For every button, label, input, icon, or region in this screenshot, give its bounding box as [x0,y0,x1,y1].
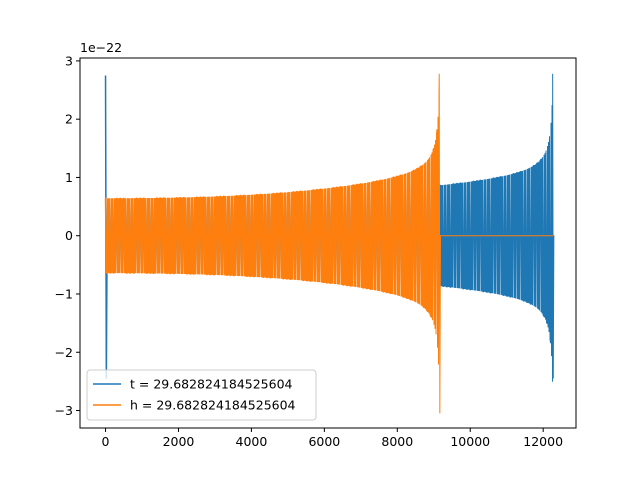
y-tick-label: −3 [55,403,73,418]
x-tick-label: 10000 [450,434,490,449]
plot-frame [79,57,577,429]
y-offset-label: 1e−22 [80,40,122,55]
y-tick-label: 2 [65,112,73,127]
x-tick-label: 0 [102,434,110,449]
legend-entry: t = 29.682824184525604 [130,377,293,392]
y-tick-label: 1 [65,170,73,185]
y-tick-label: 3 [65,53,73,68]
legend [86,369,317,421]
legend-entry: h = 29.682824184525604 [130,398,296,413]
x-tick-label: 12000 [523,434,563,449]
x-tick-label: 8000 [381,434,413,449]
x-tick-label: 2000 [163,434,195,449]
series-line-2 [105,73,554,414]
x-tick-label: 6000 [308,434,340,449]
y-tick-label: −1 [55,286,73,301]
x-tick-label: 4000 [236,434,268,449]
y-tick-label: 0 [65,228,73,243]
y-tick-label: −2 [55,345,73,360]
series-spike-2 [104,197,108,272]
